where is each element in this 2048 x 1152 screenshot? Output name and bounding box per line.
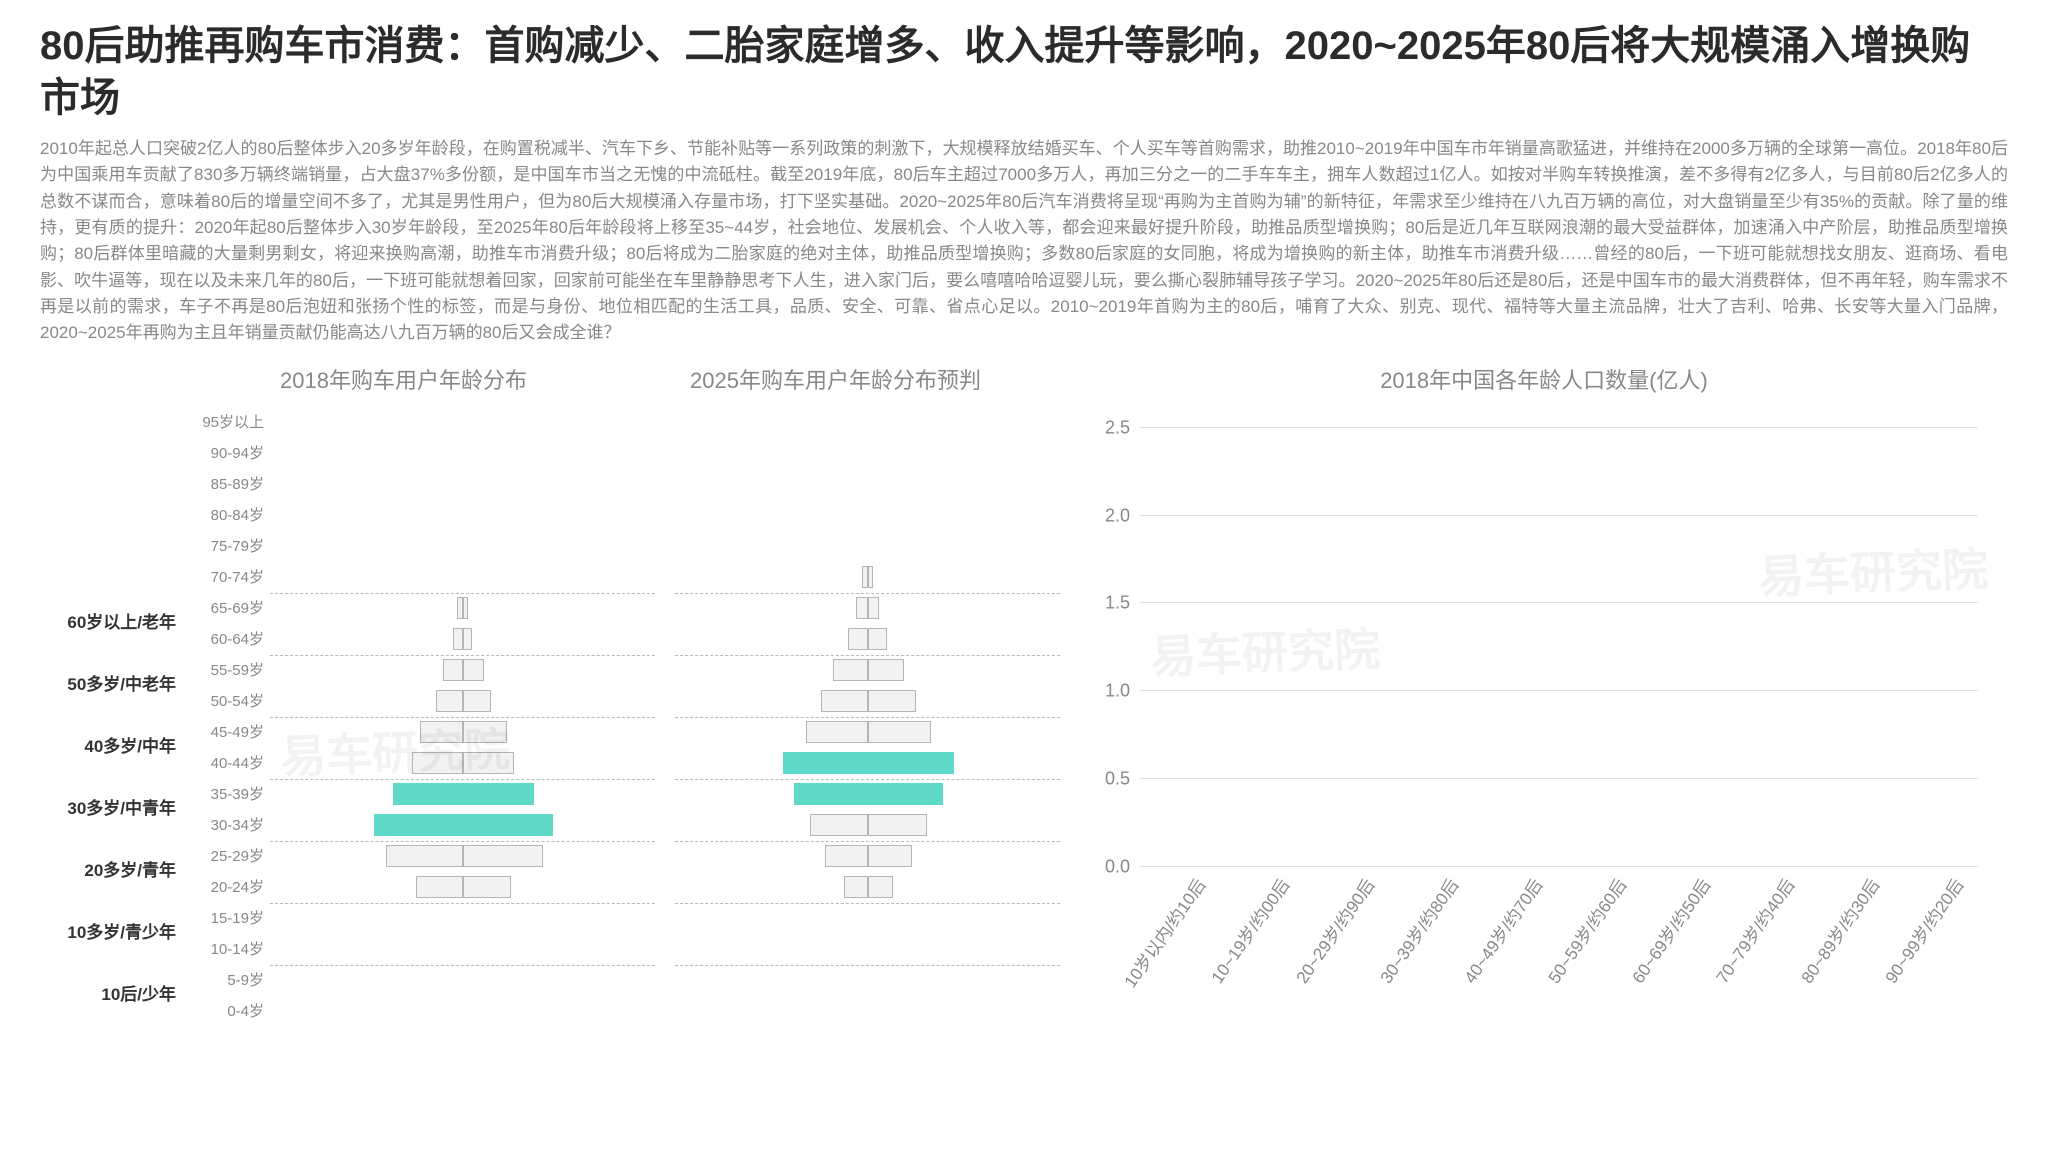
y-tick-label: 2.5 — [1105, 417, 1140, 438]
age-group-label: 30多岁/中青年 — [67, 794, 176, 819]
age-row-label: 15-19岁 — [180, 903, 264, 934]
y-tick-label: 1.0 — [1105, 681, 1140, 702]
pyramid-bar-right — [868, 597, 880, 619]
age-group-label: 60岁以上/老年 — [67, 608, 176, 633]
pyramid-bar-left — [453, 628, 463, 650]
pyramid-bar-left — [856, 597, 868, 619]
pyramid-bar-left — [416, 876, 462, 898]
age-row-label: 80-84岁 — [180, 500, 264, 531]
x-tick-label: 20~29岁/约90后 — [1278, 866, 1379, 987]
x-tick-label: 90~99岁/约20后 — [1868, 866, 1969, 987]
pyramid-bar-left — [821, 690, 867, 712]
pyramid-bar-right — [868, 690, 916, 712]
bar-panel: 2018年中国各年龄人口数量(亿人) 0.00.51.01.52.02.510岁… — [1080, 357, 2008, 1037]
y-tick-label: 2.0 — [1105, 505, 1140, 526]
pyramid-title-2025: 2025年购车用户年龄分布预判 — [690, 363, 981, 395]
pyramid-bar-left — [806, 721, 868, 743]
pyramid-bar-left — [374, 814, 463, 836]
pyramid-panel: 2018年购车用户年龄分布 2025年购车用户年龄分布预判 60岁以上/老年 50… — [40, 357, 1060, 1037]
bar-chart-title: 2018年中国各年龄人口数量(亿人) — [1080, 363, 2008, 395]
x-tick-label: 60~69岁/约50后 — [1615, 866, 1716, 987]
charts-row: 2018年购车用户年龄分布 2025年购车用户年龄分布预判 60岁以上/老年 50… — [40, 357, 2008, 1037]
pyramid-bar-left — [833, 659, 868, 681]
pyramid-bar-right — [868, 752, 955, 774]
age-row-label: 35-39岁 — [180, 779, 264, 810]
pyramid-bar-right — [868, 876, 893, 898]
pyramid-bar-left — [848, 628, 867, 650]
age-row-label: 65-69岁 — [180, 593, 264, 624]
age-group-label: 10后/少年 — [101, 980, 176, 1005]
pyramid-title-2018: 2018年购车用户年龄分布 — [280, 363, 527, 395]
age-group-label: 20多岁/青年 — [84, 856, 176, 881]
page-title: 80后助推再购车市消费：首购减少、二胎家庭增多、收入提升等影响，2020~202… — [40, 20, 2008, 124]
pyramid-bar-right — [463, 690, 492, 712]
age-row-label: 30-34岁 — [180, 810, 264, 841]
age-row-label: 95岁以上 — [180, 407, 264, 438]
age-group-label: 50多岁/中老年 — [67, 670, 176, 695]
x-tick-label: 30~39岁/约80后 — [1363, 866, 1464, 987]
x-tick-label: 50~59岁/约60后 — [1531, 866, 1632, 987]
age-row-label: 60-64岁 — [180, 624, 264, 655]
pyramid-bar-right — [868, 845, 912, 867]
pyramid-bar-right — [463, 845, 544, 867]
age-row-label: 5-9岁 — [180, 965, 264, 996]
pyramid-bar-right — [463, 876, 511, 898]
age-row-label: 50-54岁 — [180, 686, 264, 717]
age-row-label: 45-49岁 — [180, 717, 264, 748]
pyramid-bar-right — [868, 659, 905, 681]
pyramid-bar-right — [463, 628, 473, 650]
bar-chart: 0.00.51.01.52.02.510岁以内/约10后10~19岁/约00后2… — [1140, 427, 1978, 867]
body-paragraph: 2010年起总人口突破2亿人的80后整体步入20多岁年龄段，在购置税减半、汽车下… — [40, 136, 2008, 347]
pyramid-bar-right — [463, 752, 515, 774]
pyramid-bar-right — [868, 566, 874, 588]
pyramid-bar-left — [412, 752, 462, 774]
age-row-label: 75-79岁 — [180, 531, 264, 562]
age-row-label: 70-74岁 — [180, 562, 264, 593]
pyramid-bar-right — [868, 721, 932, 743]
pyramid-bar-right — [868, 783, 943, 805]
pyramid-bar-left — [386, 845, 463, 867]
y-tick-label: 1.5 — [1105, 593, 1140, 614]
x-tick-label: 80~89岁/约30后 — [1783, 866, 1884, 987]
age-row-label: 25-29岁 — [180, 841, 264, 872]
pyramid-bar-left — [810, 814, 868, 836]
pyramid-bar-right — [463, 659, 484, 681]
x-tick-label: 70~79岁/约40后 — [1699, 866, 1800, 987]
age-group-label: 10多岁/青少年 — [67, 918, 176, 943]
age-row-label: 40-44岁 — [180, 748, 264, 779]
age-group-label: 40多岁/中年 — [84, 732, 176, 757]
pyramid-bar-left — [420, 721, 462, 743]
age-row-label: 20-24岁 — [180, 872, 264, 903]
pyramid-bar-right — [463, 814, 553, 836]
age-row-label: 90-94岁 — [180, 438, 264, 469]
age-row-label: 85-89岁 — [180, 469, 264, 500]
x-tick-label: 10~19岁/约00后 — [1194, 866, 1295, 987]
x-tick-label: 40~49岁/约70后 — [1447, 866, 1548, 987]
age-row-label: 10-14岁 — [180, 934, 264, 965]
pyramid-bar-left — [436, 690, 463, 712]
age-row-label: 55-59岁 — [180, 655, 264, 686]
pyramid-bar-right — [868, 814, 928, 836]
pyramid-bar-left — [825, 845, 867, 867]
pyramid-bar-right — [463, 721, 507, 743]
pyramid-bar-right — [463, 597, 469, 619]
pyramid-bar-left — [794, 783, 867, 805]
y-tick-label: 0.0 — [1105, 856, 1140, 877]
pyramid-bar-right — [463, 783, 534, 805]
pyramid-bar-right — [868, 628, 887, 650]
pyramid-bar-left — [844, 876, 867, 898]
pyramid-bar-left — [443, 659, 462, 681]
x-tick-label: 10岁以内/约10后 — [1107, 866, 1210, 992]
age-row-label: 0-4岁 — [180, 996, 264, 1027]
pyramid-bar-left — [783, 752, 868, 774]
y-tick-label: 0.5 — [1105, 768, 1140, 789]
pyramid-bar-left — [393, 783, 462, 805]
